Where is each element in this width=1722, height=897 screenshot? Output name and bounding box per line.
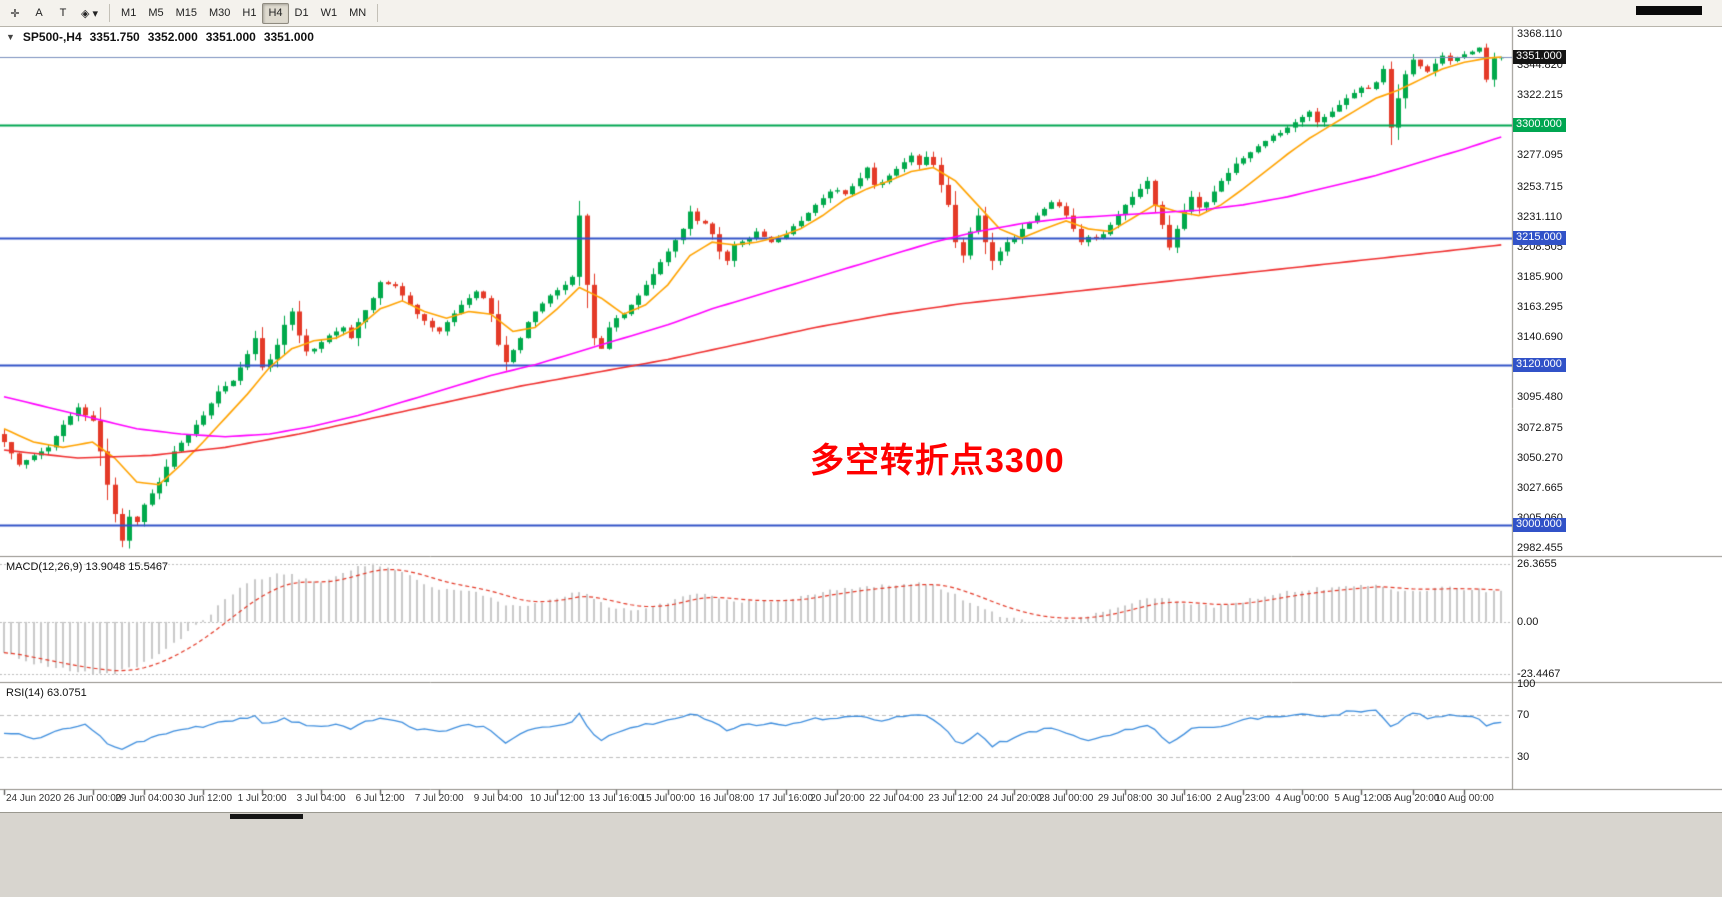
toolbar: ✛ A T ◈ ▾ M1 M5 M15 M30 H1 H4 D1 W1 MN bbox=[0, 0, 1722, 27]
collapse-chart-icon[interactable]: ▼ bbox=[6, 32, 15, 42]
timeframe-m15-button[interactable]: M15 bbox=[175, 7, 198, 19]
shapes-tool[interactable]: ◈ ▾ bbox=[81, 7, 99, 20]
toolbar-separator bbox=[377, 4, 379, 22]
quote-header: ▼ SP500-,H4 3351.750 3352.000 3351.000 3… bbox=[6, 30, 314, 44]
chart-annotation-text[interactable]: 多空转折点3300 bbox=[810, 442, 1065, 480]
timeframe-mn-button[interactable]: MN bbox=[349, 7, 367, 19]
chart-area: ▼ SP500-,H4 3351.750 3352.000 3351.000 3… bbox=[0, 27, 1722, 812]
timeframe-h1-button[interactable]: H1 bbox=[242, 7, 257, 19]
quote-low: 3351.000 bbox=[205, 30, 256, 44]
bottom-strip bbox=[0, 812, 1722, 897]
timeframe-w1-button[interactable]: W1 bbox=[320, 7, 338, 19]
crosshair-tool[interactable]: ✛ bbox=[10, 7, 20, 20]
timeframe-d1-button[interactable]: D1 bbox=[294, 7, 309, 19]
symbol-timeframe-label: SP500-,H4 bbox=[22, 30, 82, 44]
quote-high: 3352.000 bbox=[147, 30, 198, 44]
quote-close: 3351.000 bbox=[263, 30, 314, 44]
timeframe-m5-button[interactable]: M5 bbox=[148, 7, 164, 19]
price-chart-canvas[interactable] bbox=[0, 27, 1722, 812]
rsi-indicator-label: RSI(14) 63.0751 bbox=[6, 687, 87, 699]
horizontal-scrollbar[interactable] bbox=[230, 814, 303, 819]
timeframe-buttons-group: M1 M5 M15 M30 H1 H4 D1 W1 MN bbox=[115, 2, 372, 24]
quote-open: 3351.750 bbox=[89, 30, 140, 44]
timeframe-m30-button[interactable]: M30 bbox=[209, 7, 231, 19]
text-annotation-tool[interactable]: A bbox=[35, 7, 43, 19]
drawing-tools-group: ✛ A T ◈ ▾ bbox=[3, 3, 104, 24]
toolbar-separator bbox=[109, 4, 111, 22]
top-right-black-bar bbox=[1636, 6, 1702, 15]
macd-indicator-label: MACD(12,26,9) 13.9048 15.5467 bbox=[6, 561, 169, 573]
timeframe-h4-button[interactable]: H4 bbox=[262, 2, 289, 24]
timeframe-m1-button[interactable]: M1 bbox=[121, 7, 137, 19]
text-box-tool[interactable]: T bbox=[59, 7, 67, 19]
